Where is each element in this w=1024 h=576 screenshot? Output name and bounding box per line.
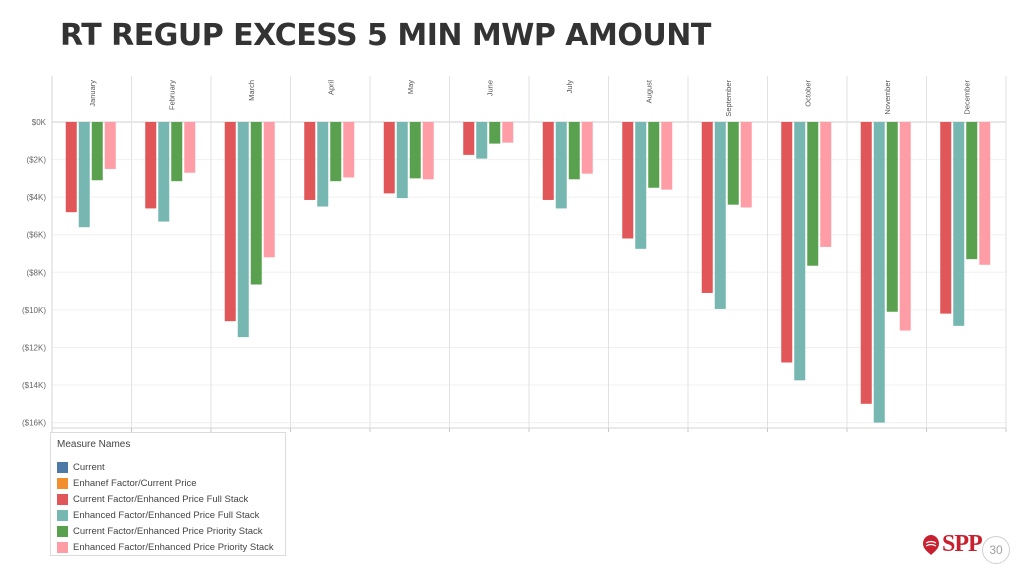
bar xyxy=(145,122,157,209)
x-category-label: December xyxy=(962,80,971,115)
bar xyxy=(383,122,395,194)
x-category-label: May xyxy=(406,80,415,94)
bar xyxy=(304,122,316,200)
x-category-label: October xyxy=(803,80,812,107)
y-tick-label: ($6K) xyxy=(26,231,46,240)
y-tick-label: ($10K) xyxy=(22,306,46,315)
bar xyxy=(65,122,77,213)
legend-label: Enhanced Factor/Enhanced Price Full Stac… xyxy=(73,509,260,521)
chart-legend: Measure Names Current Enhanef Factor/Cur… xyxy=(50,432,286,556)
legend-item-current-factor-priority-stack[interactable]: Current Factor/Enhanced Price Priority S… xyxy=(57,523,279,539)
bar xyxy=(953,122,965,326)
bar xyxy=(781,122,793,363)
legend-swatch xyxy=(57,525,68,537)
y-tick-label: $0K xyxy=(32,118,47,127)
bar xyxy=(873,122,885,423)
y-tick-label: ($12K) xyxy=(22,343,46,352)
bar xyxy=(184,122,196,173)
bar xyxy=(476,122,488,159)
x-category-label: February xyxy=(167,80,176,110)
spp-logo: SPP xyxy=(922,531,983,558)
bar xyxy=(78,122,90,228)
bar xyxy=(250,122,262,285)
logo-text: SPP xyxy=(942,531,983,557)
bar xyxy=(899,122,911,331)
bar xyxy=(422,122,434,180)
legend-label: Enhanef Factor/Current Price xyxy=(73,477,197,489)
bar xyxy=(860,122,872,404)
legend-swatch xyxy=(57,509,68,521)
legend-label: Enhanced Factor/Enhanced Price Priority … xyxy=(73,541,274,553)
bar xyxy=(794,122,806,381)
legend-item-enhanced-factor-current-price[interactable]: Enhanef Factor/Current Price xyxy=(57,475,279,491)
legend-item-enhanced-factor-full-stack[interactable]: Enhanced Factor/Enhanced Price Full Stac… xyxy=(57,507,279,523)
legend-swatch xyxy=(57,493,68,505)
bar xyxy=(622,122,634,239)
bar xyxy=(91,122,103,181)
bar xyxy=(740,122,752,208)
legend-item-current-factor-full-stack[interactable]: Current Factor/Enhanced Price Full Stack xyxy=(57,491,279,507)
y-tick-label: ($8K) xyxy=(26,268,46,277)
legend-label: Current xyxy=(73,461,105,473)
y-tick-label: ($16K) xyxy=(22,419,46,428)
legend-item-enhanced-factor-priority-stack[interactable]: Enhanced Factor/Enhanced Price Priority … xyxy=(57,539,279,555)
bar xyxy=(648,122,660,188)
spp-logo-icon xyxy=(923,534,939,555)
bar xyxy=(701,122,713,293)
bar xyxy=(171,122,183,182)
bar xyxy=(555,122,567,209)
x-category-label: June xyxy=(485,80,494,96)
bar xyxy=(940,122,952,314)
page-number: 30 xyxy=(982,536,1010,564)
legend-item-current[interactable]: Current xyxy=(57,459,279,475)
legend-title: Measure Names xyxy=(57,439,131,450)
bar xyxy=(502,122,514,143)
x-category-label: July xyxy=(565,80,574,94)
x-category-label: March xyxy=(247,80,256,101)
y-tick-label: ($2K) xyxy=(26,156,46,165)
bar xyxy=(463,122,475,155)
x-category-label: September xyxy=(724,79,733,116)
legend-label: Current Factor/Enhanced Price Full Stack xyxy=(73,493,249,505)
bar xyxy=(237,122,249,338)
legend-swatch xyxy=(57,477,68,489)
x-category-label: August xyxy=(644,79,653,103)
bar xyxy=(966,122,978,260)
bar xyxy=(581,122,593,174)
bar xyxy=(489,122,501,144)
bar xyxy=(317,122,329,207)
bar-chart: $0K ($2K) ($4K) ($6K) ($8K) ($10K) ($12K) ($14K… xyxy=(22,76,1007,432)
bar xyxy=(635,122,647,249)
bar xyxy=(330,122,342,182)
legend-label: Current Factor/Enhanced Price Priority S… xyxy=(73,525,263,537)
x-category-label: January xyxy=(88,80,97,107)
bar xyxy=(820,122,832,247)
slide-title: RT REGUP EXCESS 5 MIN MWP AMOUNT xyxy=(60,18,711,53)
y-tick-label: ($14K) xyxy=(22,381,46,390)
legend-swatch xyxy=(57,541,68,553)
x-category-label: November xyxy=(883,80,892,115)
bar xyxy=(727,122,739,205)
bar xyxy=(807,122,819,266)
bar xyxy=(409,122,421,179)
bar xyxy=(224,122,236,322)
bar xyxy=(542,122,554,200)
bar xyxy=(714,122,726,309)
bar xyxy=(396,122,408,199)
bar xyxy=(568,122,580,180)
bar xyxy=(343,122,355,178)
x-category-label: April xyxy=(326,80,335,95)
legend-swatch xyxy=(57,461,68,473)
bar xyxy=(979,122,991,265)
bar xyxy=(263,122,275,258)
bar xyxy=(886,122,898,312)
bar xyxy=(661,122,673,190)
y-tick-label: ($4K) xyxy=(26,193,46,202)
bar xyxy=(104,122,116,169)
bar xyxy=(158,122,170,222)
